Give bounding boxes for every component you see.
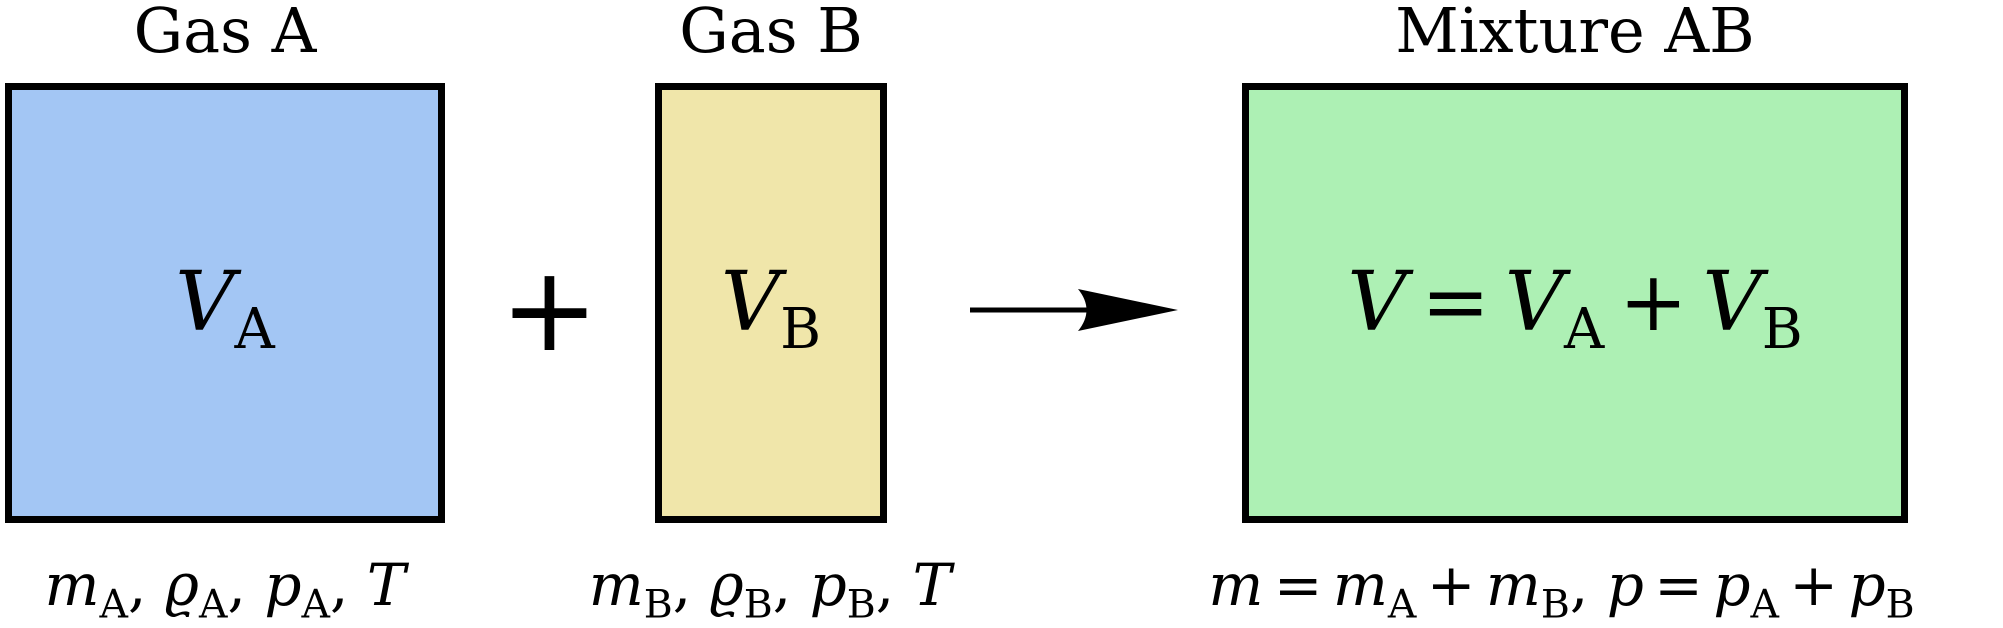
gas-b-title: Gas B [679, 0, 863, 67]
gas-b-container: VB [655, 83, 887, 523]
mixture-pressure-equation: p = pA + pB [1606, 551, 1915, 628]
gas-b-volume: VB [720, 255, 822, 362]
mixture-container: V = VA + VB [1242, 83, 1908, 523]
plus-sign: + [500, 240, 599, 378]
gas-a-volume: VA [175, 255, 275, 362]
gas-a-container: VA [5, 83, 445, 523]
mixture-properties: m = mA + mB, p = pA + pB [1208, 551, 1915, 628]
mixture-title: Mixture AB [1395, 0, 1755, 67]
mixture-mass-equation: m = mA + mB [1208, 551, 1570, 628]
mixing-arrow-icon [970, 289, 1178, 331]
mixture-volume-equation: V = VA + VB [1347, 255, 1803, 362]
gas-b-properties: mB, ϱB, pB, T [588, 551, 952, 628]
gas-a-title: Gas A [133, 0, 317, 67]
gas-a-properties: mA, ϱA, pA, T [44, 551, 406, 628]
